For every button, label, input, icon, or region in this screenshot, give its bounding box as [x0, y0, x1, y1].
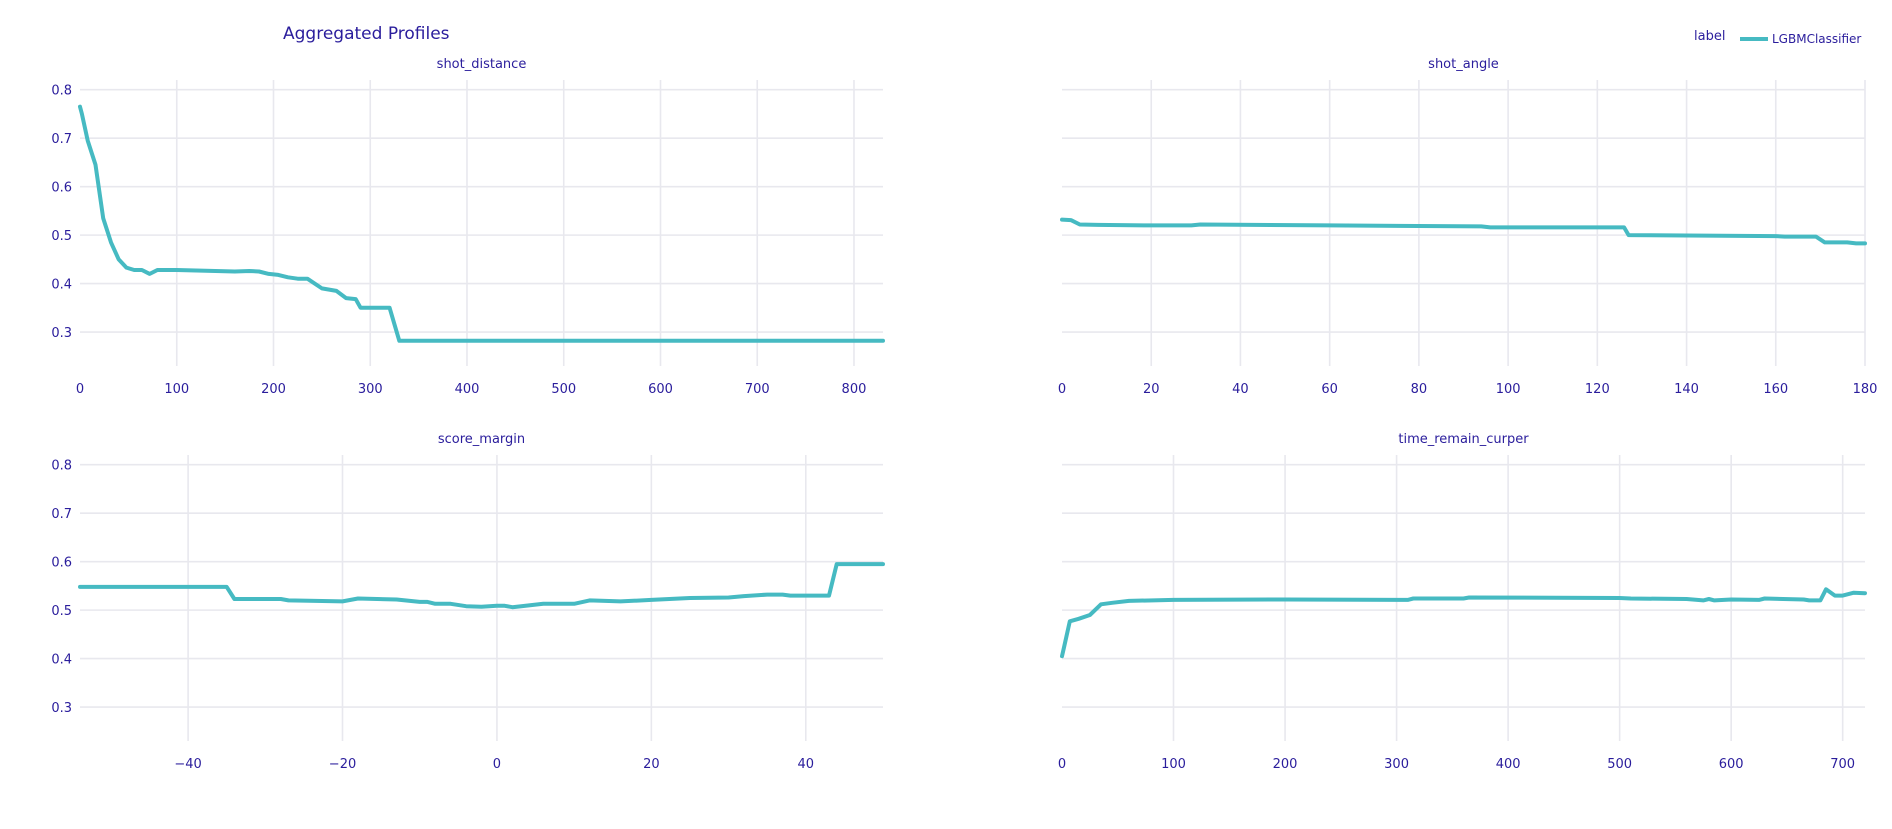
series-line-lgbmclassifier — [78, 562, 885, 610]
y-tick-label: 0.8 — [51, 459, 72, 474]
x-tick-label: 700 — [1830, 757, 1855, 772]
x-tick-label: 0 — [1058, 757, 1066, 772]
panel-time-remain-curper: time_remain_curper 0 100 200 300 400 500 600 700 — [1058, 432, 1867, 772]
x-tick-label: 100 — [1496, 382, 1521, 397]
x-tick-label: 20 — [643, 757, 660, 772]
series-line-lgbmclassifier — [1060, 587, 1867, 659]
panel-shot-angle: shot_angle 0 20 40 60 80 100 120 140 160 180 — [1058, 57, 1878, 397]
x-tick-label: 400 — [1496, 757, 1521, 772]
panel-title: shot_angle — [1428, 57, 1499, 72]
x-tick-label: 100 — [164, 382, 189, 397]
x-tick-label: 60 — [1321, 382, 1338, 397]
y-tick-label: 0.7 — [51, 507, 72, 522]
legend-item-lgbmclassifier: LGBMClassifier — [1772, 32, 1861, 46]
x-tick-label: 0 — [493, 757, 501, 772]
panel-title: score_margin — [438, 432, 525, 447]
y-tick-label: 0.3 — [51, 326, 72, 341]
y-tick-label: 0.5 — [51, 229, 72, 244]
x-tick-label: 80 — [1411, 382, 1428, 397]
y-tick-label: 0.3 — [51, 701, 72, 716]
x-tick-label: 20 — [1143, 382, 1160, 397]
panel-shot-distance: shot_distance 0.3 0.4 0.5 0.6 0.7 0.8 0 100 200 30… — [51, 57, 885, 397]
series-line-lgbmclassifier — [1060, 217, 1867, 246]
x-tick-label: 600 — [1719, 757, 1744, 772]
y-tick-label: 0.4 — [51, 278, 72, 293]
x-tick-label: 0 — [76, 382, 84, 397]
x-tick-label: 300 — [358, 382, 383, 397]
y-tick-label: 0.8 — [51, 84, 72, 99]
x-tick-label: 500 — [1607, 757, 1632, 772]
legend-title: label — [1694, 29, 1725, 44]
x-tick-label: 100 — [1161, 757, 1186, 772]
y-tick-label: 0.6 — [51, 181, 72, 196]
x-tick-label: 600 — [648, 382, 673, 397]
x-tick-label: 500 — [551, 382, 576, 397]
x-tick-label: −20 — [329, 757, 356, 772]
x-tick-label: 160 — [1763, 382, 1788, 397]
series-line-lgbmclassifier — [78, 104, 885, 343]
legend[interactable]: label LGBMClassifier — [1694, 29, 1861, 46]
x-tick-label: −40 — [174, 757, 201, 772]
panel-title: time_remain_curper — [1398, 432, 1529, 447]
y-tick-label: 0.6 — [51, 556, 72, 571]
x-tick-label: 400 — [455, 382, 480, 397]
x-tick-label: 700 — [745, 382, 770, 397]
x-tick-label: 0 — [1058, 382, 1066, 397]
panel-title: shot_distance — [437, 57, 527, 72]
x-tick-label: 800 — [842, 382, 867, 397]
x-tick-label: 120 — [1585, 382, 1610, 397]
x-tick-label: 200 — [261, 382, 286, 397]
x-tick-label: 40 — [798, 757, 815, 772]
y-tick-label: 0.5 — [51, 604, 72, 619]
y-tick-label: 0.4 — [51, 653, 72, 668]
x-tick-label: 40 — [1232, 382, 1249, 397]
x-tick-label: 300 — [1384, 757, 1409, 772]
x-tick-label: 200 — [1273, 757, 1298, 772]
y-tick-label: 0.7 — [51, 132, 72, 147]
chart-title: Aggregated Profiles — [283, 24, 450, 44]
panel-score-margin: score_margin 0.3 0.4 0.5 0.6 0.7 0.8 −40 −20 0 20 4… — [51, 432, 885, 772]
x-tick-label: 140 — [1674, 382, 1699, 397]
x-tick-label: 180 — [1853, 382, 1878, 397]
